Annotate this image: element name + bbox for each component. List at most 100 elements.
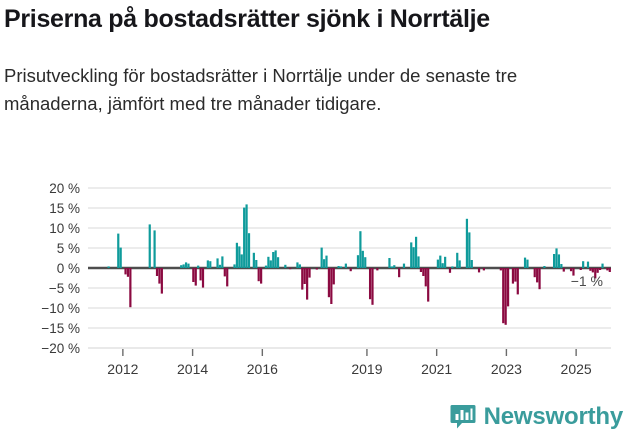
chart-bar xyxy=(216,258,219,268)
chart-bar xyxy=(451,266,454,268)
chart-bar xyxy=(601,263,604,268)
chart-bar xyxy=(298,264,301,268)
chart-bar xyxy=(536,268,539,283)
y-axis-tick-label: −5 % xyxy=(49,281,80,296)
chart-bar xyxy=(264,265,268,268)
chart-bar xyxy=(465,218,469,268)
chart-bar xyxy=(240,254,243,268)
chart-bar xyxy=(477,268,481,273)
chart-bar xyxy=(233,264,236,268)
page-title: Priserna på bostadsrätter sjönk i Norrtä… xyxy=(4,5,490,33)
x-axis-tick-label: 2016 xyxy=(247,361,278,377)
chart-bar xyxy=(398,268,401,278)
chart-bar xyxy=(371,268,374,305)
chart-bar xyxy=(192,268,195,282)
chart-bar xyxy=(608,268,611,272)
chart-bar xyxy=(223,268,226,277)
chart-bar xyxy=(344,263,347,268)
chart-bar xyxy=(289,268,292,270)
chart-bar xyxy=(553,254,556,268)
chart-bar xyxy=(424,268,427,287)
chart-bar xyxy=(339,266,343,268)
chart-bar xyxy=(153,230,156,268)
chart-bar xyxy=(516,268,519,295)
chart-bar xyxy=(412,247,415,268)
chart-bar xyxy=(543,266,546,268)
x-axis-tick-label: 2023 xyxy=(491,361,522,377)
chart-bar xyxy=(393,265,396,268)
chart-bar xyxy=(269,260,272,268)
chart-bar xyxy=(594,268,597,279)
chart-bar xyxy=(126,268,130,277)
chart-bar xyxy=(499,268,502,271)
x-axis-tick-label: 2014 xyxy=(177,361,208,377)
y-axis-tick-label: −10 % xyxy=(41,301,80,316)
chart-bar xyxy=(388,258,391,268)
chart-bar xyxy=(557,254,561,268)
chart-bar xyxy=(533,268,536,278)
chart-bar xyxy=(506,268,510,307)
chart-bar xyxy=(562,268,565,272)
chart-bar xyxy=(586,261,590,268)
chart-bar xyxy=(332,268,335,285)
chart-bar xyxy=(330,268,333,304)
logo-wordmark: Newsworthy xyxy=(483,403,624,430)
chart-svg: 20 % 15 % 10 % 5 % 0 % −5 % −10 % −15 % −20 % 201… xyxy=(41,181,611,377)
chart-bar xyxy=(427,268,430,302)
x-axis-tick-label: 2021 xyxy=(421,361,452,377)
chart-bar xyxy=(245,204,248,268)
chart-bar xyxy=(301,268,304,290)
chart-bar xyxy=(482,268,485,271)
chart-bar xyxy=(439,255,442,268)
chart-bar xyxy=(180,265,183,268)
chart-bar xyxy=(579,268,582,270)
chart-bar xyxy=(158,268,161,284)
chart-bar xyxy=(349,268,352,272)
chart-bar xyxy=(148,224,151,268)
chart-bar xyxy=(555,248,558,268)
chart-bar xyxy=(315,268,318,270)
chart-bar xyxy=(155,268,159,276)
chart-bar xyxy=(417,256,420,268)
chart-bar xyxy=(596,268,599,273)
chart-bar xyxy=(419,268,423,272)
page-subtitle: Prisutveckling för bostadsrätter i Norrt… xyxy=(4,65,518,114)
chart-bar xyxy=(560,264,563,268)
x-axis-tick-label: 2025 xyxy=(561,361,592,377)
y-axis-tick-label: 15 % xyxy=(49,201,80,216)
chart-bar xyxy=(276,257,280,268)
chart-bar xyxy=(201,268,205,288)
chart-bar xyxy=(361,250,364,268)
chart-bar xyxy=(303,268,306,284)
chart-bar xyxy=(247,233,251,268)
chart-bar xyxy=(252,252,255,268)
chart-bar xyxy=(296,262,299,268)
chart-bar xyxy=(458,260,461,268)
chart-bar xyxy=(257,268,260,282)
chart-bar xyxy=(243,207,246,268)
chart-bar xyxy=(199,268,202,281)
chart-bar xyxy=(337,266,340,268)
chart-bar xyxy=(436,259,439,268)
chart-bar xyxy=(456,252,459,268)
chart-bar xyxy=(327,268,331,298)
y-axis-tick-label: −15 % xyxy=(41,321,80,336)
chart-bar xyxy=(390,266,393,268)
chart-bar xyxy=(184,262,188,268)
newsworthy-logo: Newsworthy xyxy=(450,403,623,431)
chart-bar xyxy=(359,231,362,268)
chart-bar xyxy=(422,268,425,276)
chart-bar xyxy=(470,260,473,268)
x-axis-tick-label: 2019 xyxy=(351,361,382,377)
chart-bar xyxy=(218,264,222,268)
chart-bar xyxy=(107,266,110,268)
chart-bar xyxy=(182,264,185,268)
chart-bar xyxy=(514,268,517,282)
chart-bar xyxy=(504,268,507,325)
chart-bar xyxy=(526,259,529,268)
y-axis-tick-label: 20 % xyxy=(49,181,80,196)
chart-bar xyxy=(582,261,585,268)
value-annotation: −1 % xyxy=(571,273,603,289)
chart-bar xyxy=(209,261,212,268)
